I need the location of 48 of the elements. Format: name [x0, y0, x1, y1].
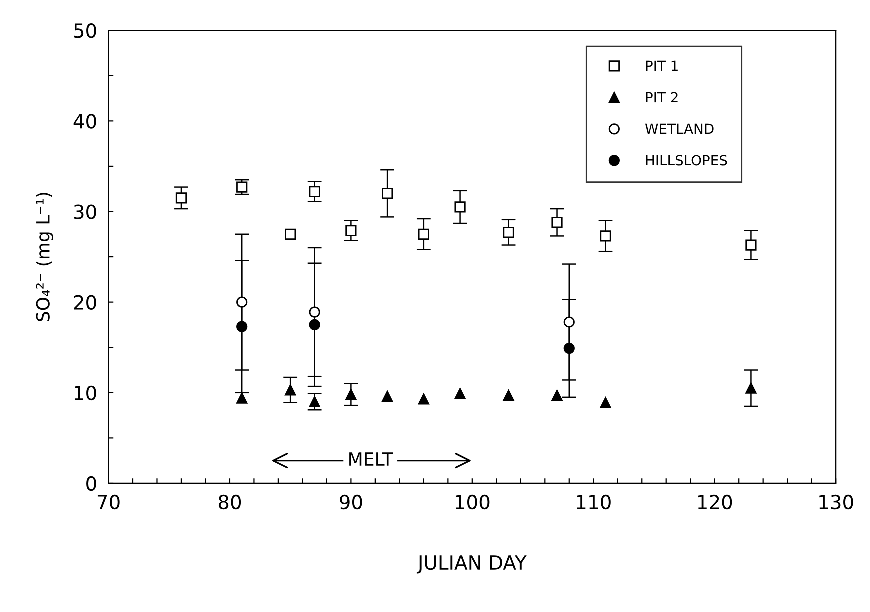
point [346, 225, 357, 236]
point [552, 390, 563, 402]
x-tick-label: 80 [218, 494, 242, 510]
x-tick-label: 70 [98, 494, 120, 510]
y-axis-title: SO₄²⁻ (mg L⁻¹) [36, 193, 54, 322]
x-tick-label: 90 [340, 494, 362, 510]
point [454, 388, 466, 400]
y-tick-label: 0 [86, 476, 96, 492]
y-tick-label: 20 [74, 295, 96, 310]
point [309, 396, 320, 408]
point [382, 390, 394, 402]
point [285, 228, 296, 240]
point [600, 397, 612, 408]
point [564, 316, 575, 328]
point [176, 192, 188, 204]
legend-label: PIT 1 [646, 60, 678, 72]
point [236, 392, 248, 404]
point [418, 394, 430, 405]
point [552, 217, 563, 228]
point [236, 296, 248, 308]
point [746, 382, 757, 394]
point [418, 228, 430, 240]
point [503, 227, 514, 238]
x-tick-label: 130 [820, 494, 854, 510]
legend-label: PIT 2 [646, 92, 678, 103]
x-tick-label: 120 [698, 494, 732, 510]
point [285, 384, 296, 396]
point [503, 390, 514, 402]
point [454, 202, 466, 213]
x-axis-title: JULIAN DAY [416, 556, 527, 574]
y-tick-label: 10 [75, 386, 96, 401]
point [564, 342, 575, 354]
x-tick-label: 110 [577, 494, 611, 510]
point [236, 321, 248, 332]
legend-label: HILLSLOPES [646, 155, 728, 166]
legend-label: WETLAND [645, 124, 714, 134]
point [346, 389, 357, 400]
point [600, 230, 612, 242]
y-tick-label: 50 [74, 24, 96, 38]
point [382, 188, 394, 200]
point [309, 186, 320, 198]
point [309, 319, 320, 331]
x-tick-label: 100 [456, 494, 490, 510]
y-tick-label: 40 [74, 114, 96, 129]
annotation: MELT [350, 452, 394, 466]
y-tick-label: 30 [74, 204, 96, 220]
point [746, 240, 757, 251]
point [309, 306, 320, 318]
